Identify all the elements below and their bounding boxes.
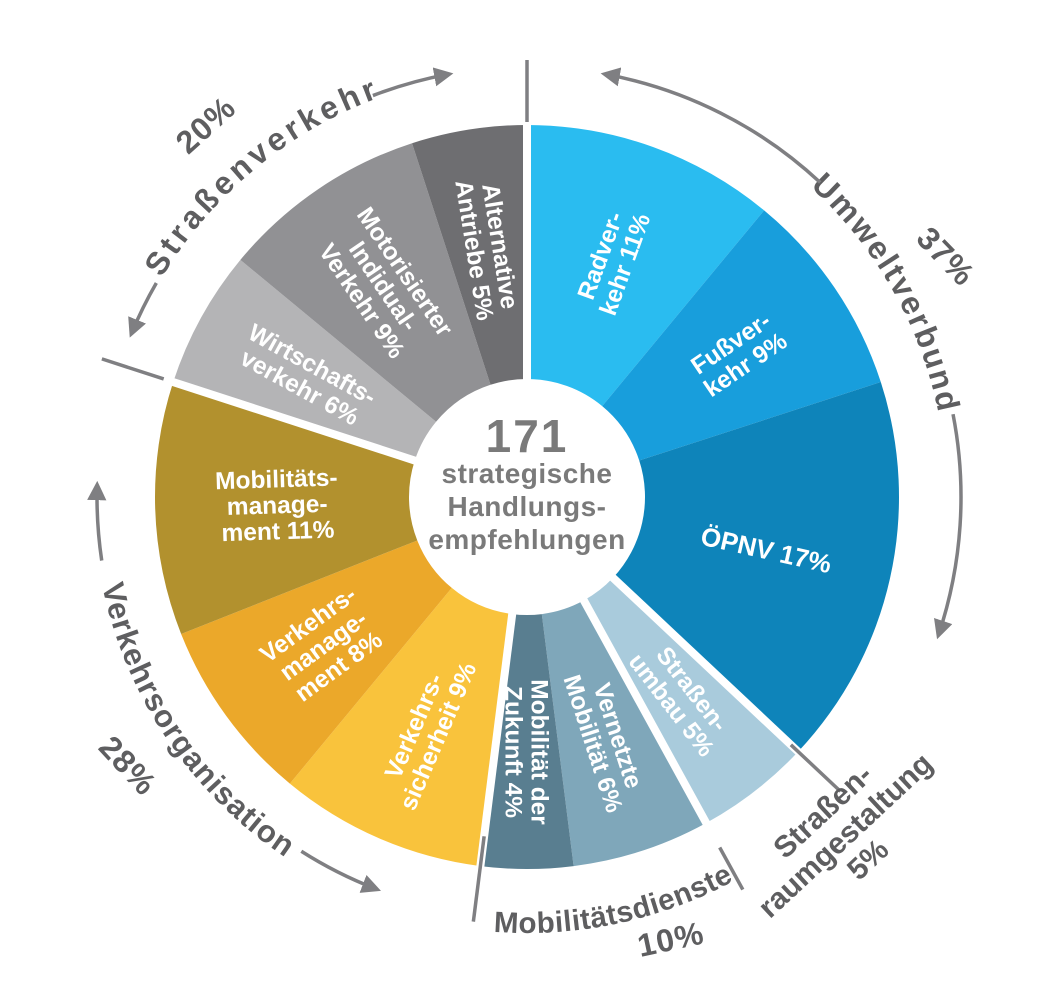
group-gap [577, 593, 710, 826]
center-label: 171 strategische Handlungs- empfehlungen [428, 410, 625, 555]
segment-alternative-antriebe [412, 125, 527, 385]
segment-label-mobilit-tsmanagement: Mobilitäts-manage-ment 11% [215, 464, 340, 547]
group-gap [171, 378, 422, 467]
center-label-line2: Handlungs- [448, 491, 607, 522]
group-span-arrow-verkehrsorganisation [87, 480, 107, 561]
segment-mobilit-tsmanagement [155, 382, 418, 634]
group-span-arrow-verkehrsorganisation [300, 849, 381, 893]
group-divider-tick [471, 836, 486, 922]
segment-fu-verkehr [602, 210, 881, 461]
segment-mobilit-t-der-zukunft [480, 614, 574, 870]
group-divider-tick [789, 743, 842, 793]
center-label-line3: empfehlungen [428, 524, 625, 555]
group-span-arrow-stra-enverkehr [128, 282, 158, 338]
chart-root: Radver-kehr 11%Fußver-kehr 9%ÖPNV 17%Str… [87, 60, 982, 964]
segment-label-mobilit-t-der-zukunft: Mobilität derZukunft 4% [500, 679, 553, 825]
group-span-arrow-umweltverbund [600, 67, 822, 184]
group-gap [605, 570, 802, 755]
segment-radverkehr [527, 125, 765, 407]
group-pct-verkehrsorganisation: 28% [92, 729, 164, 803]
center-total-number: 171 [486, 410, 569, 462]
segment-verkehrsmanagement [181, 540, 452, 784]
segment-vernetzte-mobilit-t [541, 600, 707, 867]
group-divider-tick [101, 357, 165, 381]
segment-wirtschaftsverkehr [173, 259, 437, 461]
segment-verkehrssicherheit [289, 587, 513, 867]
group-divider-tick [718, 846, 745, 891]
group-span-arrow-stra-enverkehr [372, 67, 454, 98]
group-pct-stra-enverkehr: 20% [169, 89, 243, 161]
group-span-arrow-umweltverbund [934, 413, 963, 640]
segment-pnv [613, 382, 899, 752]
group-gap [476, 607, 517, 868]
center-label-line1: strategische [442, 458, 613, 489]
segment-motorisierter-individualverkehr [240, 143, 491, 422]
segment-stra-enumbau [583, 577, 799, 823]
